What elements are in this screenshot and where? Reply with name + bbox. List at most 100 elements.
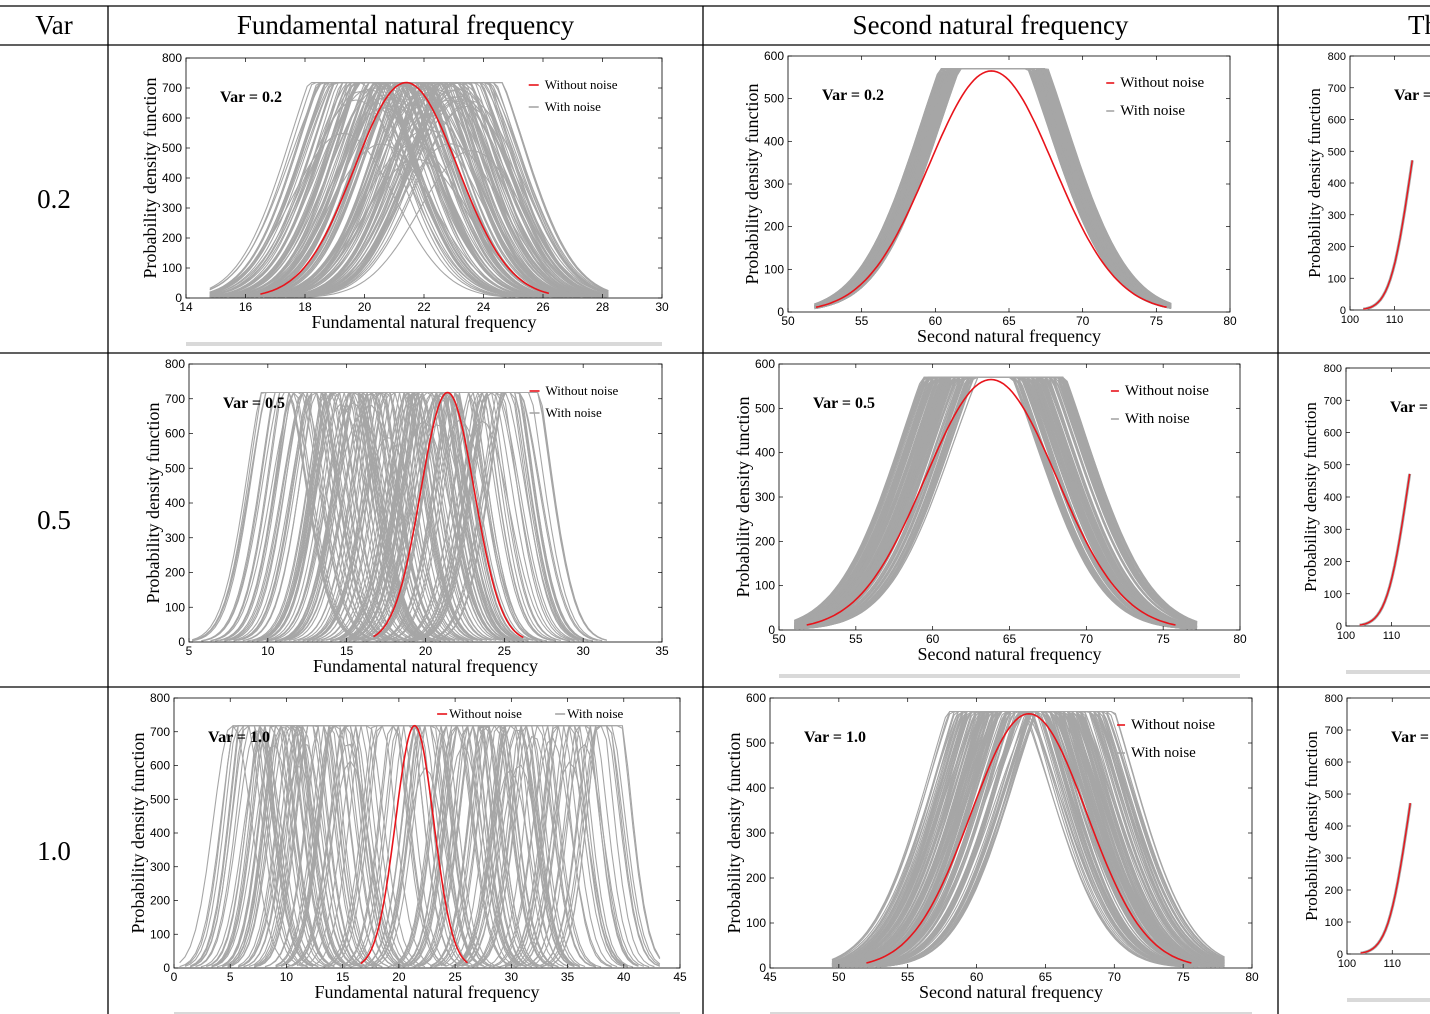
y-tick-label: 400 [746,781,766,795]
with-noise-curve [209,132,507,298]
x-tick-label: 25 [498,644,512,658]
row-label-0.2: 0.2 [37,183,71,214]
x-tick-label: 65 [1039,970,1053,984]
var-annotation: Var = 0.5 [813,395,875,412]
with-noise-curve [366,767,484,967]
legend-label-without-noise: Without noise [1131,717,1215,733]
without-noise-curve [1363,160,1413,310]
chart-second-var-0.2: 0 100 200 300 400 500 600 50 55 60 65 70 75 80 Probabi… [706,48,1276,350]
y-tick-label: 300 [162,201,182,215]
y-tick-label: 200 [150,894,170,908]
with-noise-curve [222,726,346,968]
y-tick-label: 500 [746,736,766,750]
y-tick-label: 600 [150,759,170,773]
with-noise-curve [293,98,609,298]
legend-label-without-noise: Without noise [546,383,619,398]
y-tick-label: 600 [162,111,182,125]
with-noise-curve [440,725,564,968]
with-noise-curve [302,100,609,298]
y-axis-label: Probability density function [128,733,148,934]
y-tick-label: 600 [1324,428,1342,440]
y-tick-label: 0 [1337,949,1343,961]
x-tick-label: 70 [1076,314,1090,328]
y-tick-label: 500 [162,141,182,155]
with-noise-curve [243,725,367,968]
y-tick-label: 600 [165,427,185,441]
chart-svg: 0 100 200 300 400 500 600 700 800 14 16 18 20 22 24 26 2… [140,51,669,346]
y-tick-label: 700 [165,392,185,406]
with-noise-curve [376,419,547,642]
plot-area [192,391,607,642]
without-noise-curve [260,81,550,295]
y-tick-label: 100 [1328,273,1346,285]
x-tick-label: 75 [1150,314,1164,328]
y-tick-label: 500 [764,92,784,106]
var-annotation: Var = 1.0 [208,729,270,746]
y-tick-label: 200 [1325,885,1343,897]
x-tick-label: 20 [392,970,406,984]
y-tick-label: 800 [1328,51,1346,63]
chart-second-var-1.0: 0 100 200 300 400 500 600 45 50 55 60 65 70 75 80 Proba… [706,690,1276,1014]
chart-svg: 0 100 200 300 400 500 600 50 55 60 65 70 75 80 Probabi… [733,357,1247,678]
with-noise-curve [179,725,303,968]
with-noise-curve [316,391,492,642]
x-tick-label: 50 [781,314,795,328]
with-noise-curve [875,710,1225,968]
x-tick-label: 110 [1383,958,1401,970]
x-tick-label: 50 [832,970,846,984]
x-tick-label: 45 [673,970,687,984]
y-tick-label: 400 [764,134,784,148]
plot-area [814,68,1172,310]
with-noise-curve [403,391,584,642]
y-tick-label: 300 [1328,210,1346,222]
legend: Without noise With noise [1117,717,1215,761]
x-tick-label: 15 [336,970,350,984]
y-tick-label: 100 [755,579,775,593]
x-axis-label: Second natural frequency [917,326,1101,346]
y-tick-label: 100 [162,261,182,275]
x-axis-label: Fundamental natural frequency [315,982,540,1002]
y-tick-label: 200 [1328,242,1346,254]
y-tick-label: 200 [162,231,182,245]
x-axis-label: Second natural frequency [919,982,1103,1002]
y-tick-label: 100 [746,916,766,930]
header-second: Second natural frequency [852,9,1129,40]
with-noise-curve [209,90,529,298]
y-tick-label: 600 [755,357,775,371]
without-noise-curve [373,391,524,639]
y-tick-label: 400 [1324,492,1342,504]
y-axis-label: Probability density function [742,84,762,285]
x-tick-label: 22 [417,300,431,314]
header-third: Th [1408,9,1430,40]
x-tick-label: 70 [1080,632,1094,646]
y-tick-label: 400 [165,496,185,510]
with-noise-curve [353,424,524,642]
legend: Without noise With noise [1110,383,1209,427]
y-tick-label: 800 [150,691,170,705]
with-noise-curve [284,393,455,642]
x-tick-label: 25 [448,970,462,984]
y-axis-label: Probability density function [1302,731,1321,921]
x-tick-label: 75 [1156,632,1170,646]
y-tick-label: 700 [1328,83,1346,95]
x-tick-label: 35 [655,644,669,658]
with-noise-curve [262,114,596,298]
without-noise-curve [1360,802,1411,954]
y-tick-label: 800 [1324,363,1342,375]
x-tick-label: 30 [505,970,519,984]
x-tick-label: 75 [1176,970,1190,984]
y-tick-label: 600 [1325,757,1343,769]
without-noise-curve [1359,473,1411,626]
with-noise-curve [456,729,580,968]
y-axis-label: Probability density function [1301,402,1320,592]
with-noise-curve [339,725,463,968]
x-tick-label: 26 [536,300,550,314]
y-tick-label: 100 [150,927,170,941]
with-noise-curve [419,725,543,968]
y-tick-label: 300 [746,826,766,840]
y-axis-label: Probability density function [724,733,744,934]
legend: Without noise With noise [437,706,624,721]
y-tick-label: 0 [178,635,185,649]
